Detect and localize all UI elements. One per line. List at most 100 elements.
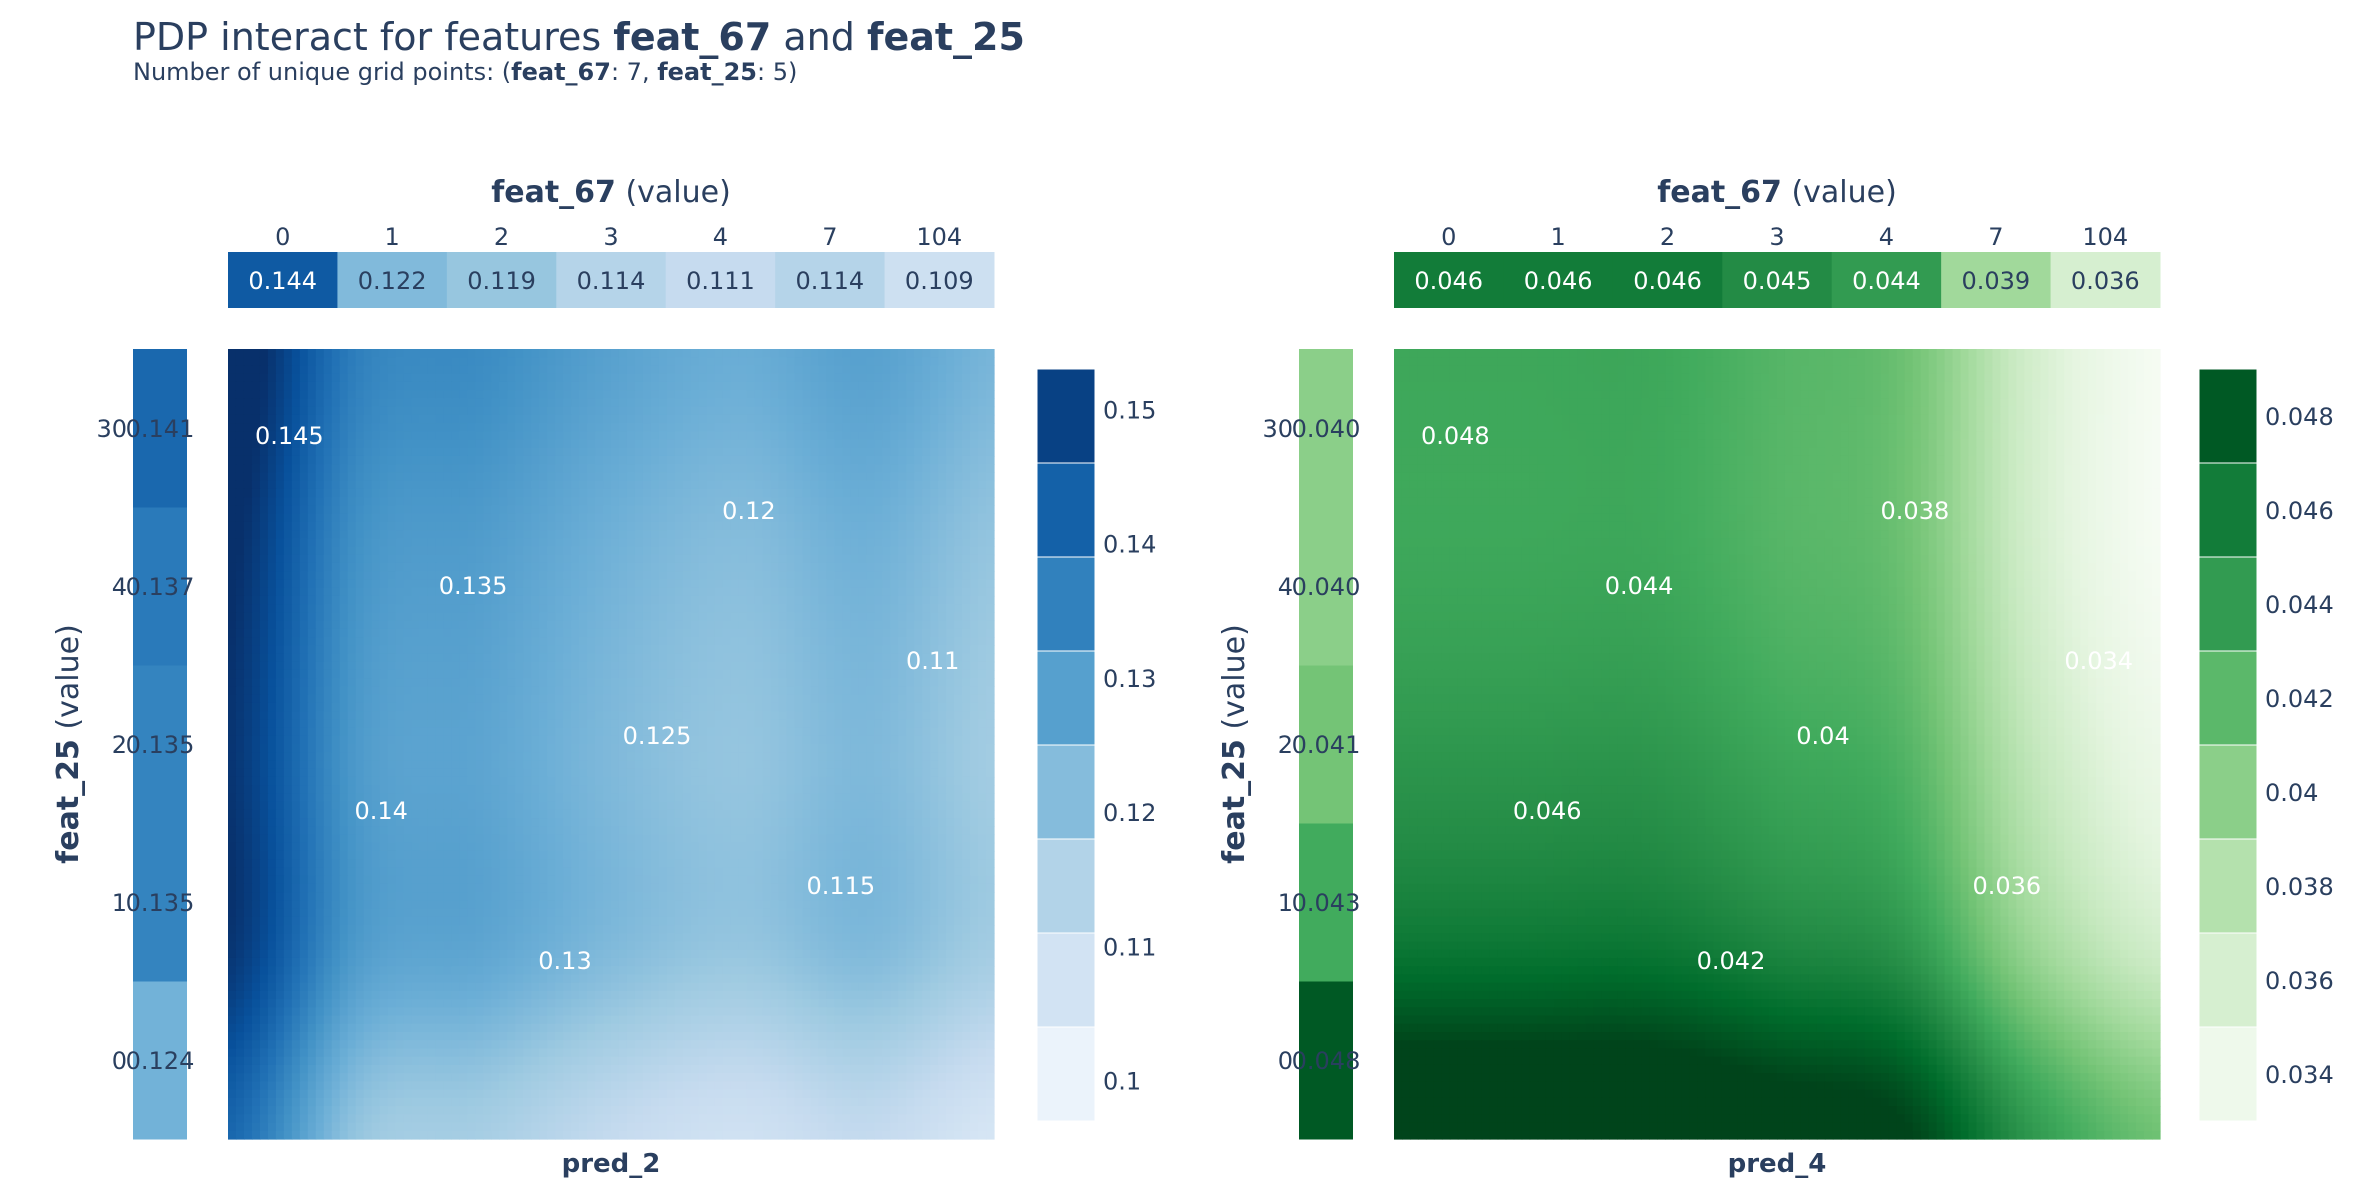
surface-cell [555, 489, 564, 498]
surface-cell [635, 645, 644, 654]
surface-cell [611, 596, 620, 605]
surface-cell [276, 695, 285, 704]
surface-cell [922, 579, 931, 588]
surface-cell [555, 440, 564, 449]
surface-cell [898, 629, 907, 638]
surface-cell [651, 653, 660, 662]
surface-cell [635, 547, 644, 556]
surface-cell [787, 744, 796, 753]
surface-cell [922, 448, 931, 457]
surface-cell [978, 760, 987, 769]
surface-cell [563, 349, 572, 358]
surface-cell [667, 752, 676, 761]
surface-cell [906, 538, 915, 547]
surface-cell [244, 678, 253, 687]
surface-cell [922, 357, 931, 366]
surface-cell [356, 522, 365, 531]
surface-cell [515, 645, 524, 654]
surface-cell [499, 760, 508, 769]
surface-cell [459, 760, 468, 769]
surface-cell [380, 423, 389, 432]
surface-cell [691, 365, 700, 374]
surface-cell [826, 440, 835, 449]
surface-cell [755, 736, 764, 745]
surface-cell [858, 538, 867, 547]
surface-cell [866, 596, 875, 605]
surface-cell [826, 382, 835, 391]
surface-cell [284, 703, 293, 712]
surface-cell [316, 670, 325, 679]
surface-cell [571, 711, 580, 720]
surface-cell [364, 390, 373, 399]
surface-cell [467, 357, 476, 366]
surface-cell [707, 686, 716, 695]
surface-cell [715, 653, 724, 662]
surface-cell [898, 472, 907, 481]
surface-cell [858, 744, 867, 753]
surface-cell [954, 349, 963, 358]
surface-cell [388, 579, 397, 588]
surface-cell [898, 555, 907, 564]
surface-cell [244, 612, 253, 621]
surface-cell [707, 407, 716, 416]
surface-cell [380, 579, 389, 588]
surface-cell [435, 390, 444, 399]
surface-cell [308, 365, 317, 374]
surface-cell [467, 538, 476, 547]
surface-cell [491, 547, 500, 556]
surface-cell [380, 349, 389, 358]
surface-cell [380, 431, 389, 440]
surface-cell [970, 653, 979, 662]
surface-cell [643, 505, 652, 514]
surface-cell [435, 662, 444, 671]
surface-cell [356, 769, 365, 778]
surface-cell [356, 645, 365, 654]
surface-cell [699, 571, 708, 580]
surface-cell [300, 736, 309, 745]
surface-cell [571, 522, 580, 531]
surface-cell [914, 456, 923, 465]
surface-cell [715, 744, 724, 753]
surface-cell [922, 481, 931, 490]
surface-cell [771, 431, 780, 440]
surface-cell [890, 431, 899, 440]
surface-cell [252, 670, 261, 679]
surface-cell [308, 596, 317, 605]
surface-cell [850, 365, 859, 374]
surface-cell [882, 398, 891, 407]
surface-cell [771, 579, 780, 588]
surface-cell [723, 670, 732, 679]
surface-cell [396, 645, 405, 654]
surface-cell [723, 686, 732, 695]
surface-cell [627, 588, 636, 597]
surface-cell [244, 390, 253, 399]
surface-cell [332, 612, 341, 621]
surface-cell [922, 604, 931, 613]
surface-cell [627, 612, 636, 621]
surface-cell [483, 489, 492, 498]
surface-cell [412, 415, 421, 424]
surface-cell [507, 448, 516, 457]
surface-cell [420, 695, 429, 704]
surface-cell [635, 760, 644, 769]
surface-cell [276, 357, 285, 366]
surface-cell [731, 547, 740, 556]
surface-cell [547, 728, 556, 737]
surface-cell [874, 472, 883, 481]
surface-cell [970, 579, 979, 588]
surface-cell [563, 571, 572, 580]
surface-cell [691, 621, 700, 630]
surface-cell [531, 563, 540, 572]
surface-cell [795, 489, 804, 498]
surface-cell [547, 645, 556, 654]
surface-cell [380, 760, 389, 769]
surface-cell [675, 695, 684, 704]
surface-cell [491, 448, 500, 457]
surface-cell [388, 505, 397, 514]
surface-cell [962, 497, 971, 506]
surface-cell [675, 670, 684, 679]
surface-cell [563, 464, 572, 473]
surface-cell [938, 744, 947, 753]
surface-cell [755, 398, 764, 407]
surface-cell [228, 448, 237, 457]
